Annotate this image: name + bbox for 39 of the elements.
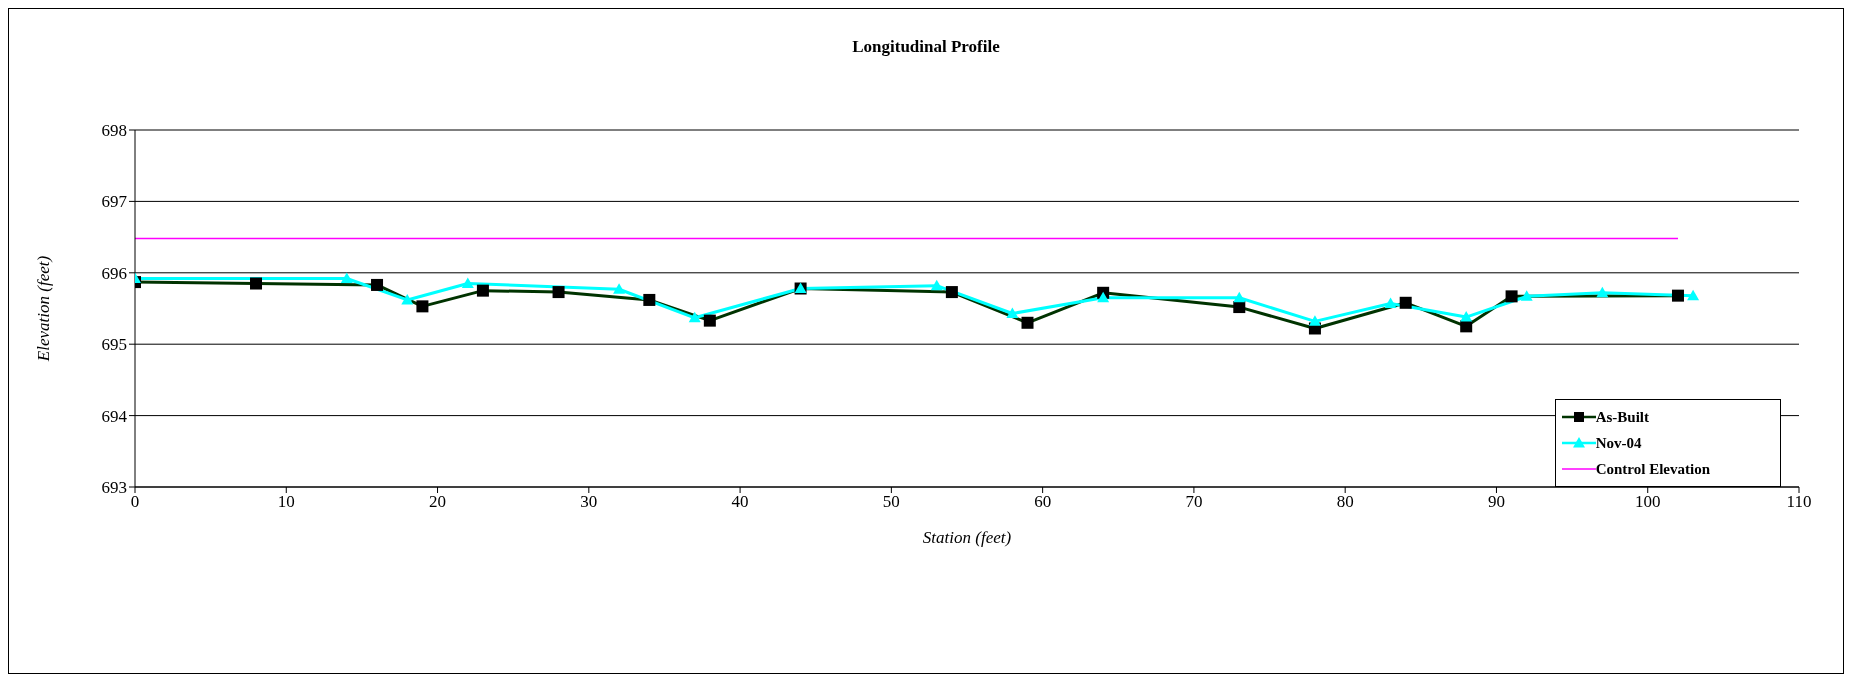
point <box>1596 286 1609 298</box>
legend-label: Control Elevation <box>1595 460 1710 478</box>
y-tick-label: 695 <box>101 335 127 355</box>
point <box>613 283 626 294</box>
point <box>340 272 353 284</box>
point <box>461 277 474 289</box>
point <box>1687 289 1700 301</box>
point <box>1460 311 1473 322</box>
x-tick-label: 50 <box>882 492 900 512</box>
y-tick-label: 697 <box>101 192 128 212</box>
legend-label: Nov-04 <box>1595 434 1642 452</box>
x-tick-label: 90 <box>1487 492 1505 512</box>
point <box>1384 297 1397 308</box>
point <box>688 311 701 323</box>
x-tick-label: 10 <box>277 492 295 512</box>
point <box>1308 315 1321 326</box>
point <box>930 279 943 291</box>
legend-label: As-Built <box>1595 408 1650 426</box>
x-tick-label: 110 <box>1786 492 1812 512</box>
x-tick-label: 80 <box>1336 492 1354 512</box>
x-tick-label: 40 <box>731 492 749 512</box>
x-tick-label: 20 <box>429 492 447 512</box>
x-axis-title: Station (feet) <box>922 528 1012 547</box>
point <box>401 293 414 305</box>
y-tick-label: 694 <box>101 406 128 426</box>
y-tick-label: 696 <box>101 263 127 283</box>
x-tick-label: 30 <box>580 492 598 512</box>
y-tick-label: 693 <box>101 478 127 498</box>
x-tick-label: 100 <box>1634 492 1661 512</box>
point <box>1233 291 1246 303</box>
x-tick-label: 60 <box>1034 492 1052 512</box>
x-tick-label: 70 <box>1185 492 1203 512</box>
point <box>1006 307 1019 318</box>
x-tick-label: 0 <box>130 492 140 512</box>
point <box>1520 290 1533 301</box>
chart-title: Longitudinal Profile <box>851 37 1001 57</box>
y-axis-title: Elevation (feet) <box>34 255 54 363</box>
point <box>1097 291 1110 303</box>
y-tick-label: 698 <box>101 121 127 141</box>
